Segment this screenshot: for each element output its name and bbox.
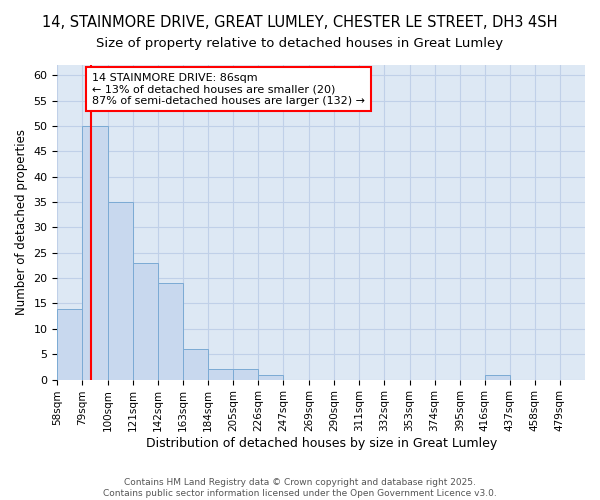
Text: 14 STAINMORE DRIVE: 86sqm
← 13% of detached houses are smaller (20)
87% of semi-: 14 STAINMORE DRIVE: 86sqm ← 13% of detac…: [92, 72, 365, 106]
Text: Size of property relative to detached houses in Great Lumley: Size of property relative to detached ho…: [97, 38, 503, 51]
Bar: [485, 374, 510, 380]
Bar: [107, 202, 133, 380]
Bar: [133, 263, 158, 380]
Bar: [233, 370, 258, 380]
Text: 14, STAINMORE DRIVE, GREAT LUMLEY, CHESTER LE STREET, DH3 4SH: 14, STAINMORE DRIVE, GREAT LUMLEY, CHEST…: [42, 15, 558, 30]
Bar: [208, 370, 233, 380]
X-axis label: Distribution of detached houses by size in Great Lumley: Distribution of detached houses by size …: [146, 437, 497, 450]
Bar: [158, 283, 183, 380]
Bar: [58, 308, 82, 380]
Bar: [258, 374, 283, 380]
Y-axis label: Number of detached properties: Number of detached properties: [15, 130, 28, 316]
Text: Contains HM Land Registry data © Crown copyright and database right 2025.
Contai: Contains HM Land Registry data © Crown c…: [103, 478, 497, 498]
Bar: [183, 349, 208, 380]
Bar: [82, 126, 107, 380]
